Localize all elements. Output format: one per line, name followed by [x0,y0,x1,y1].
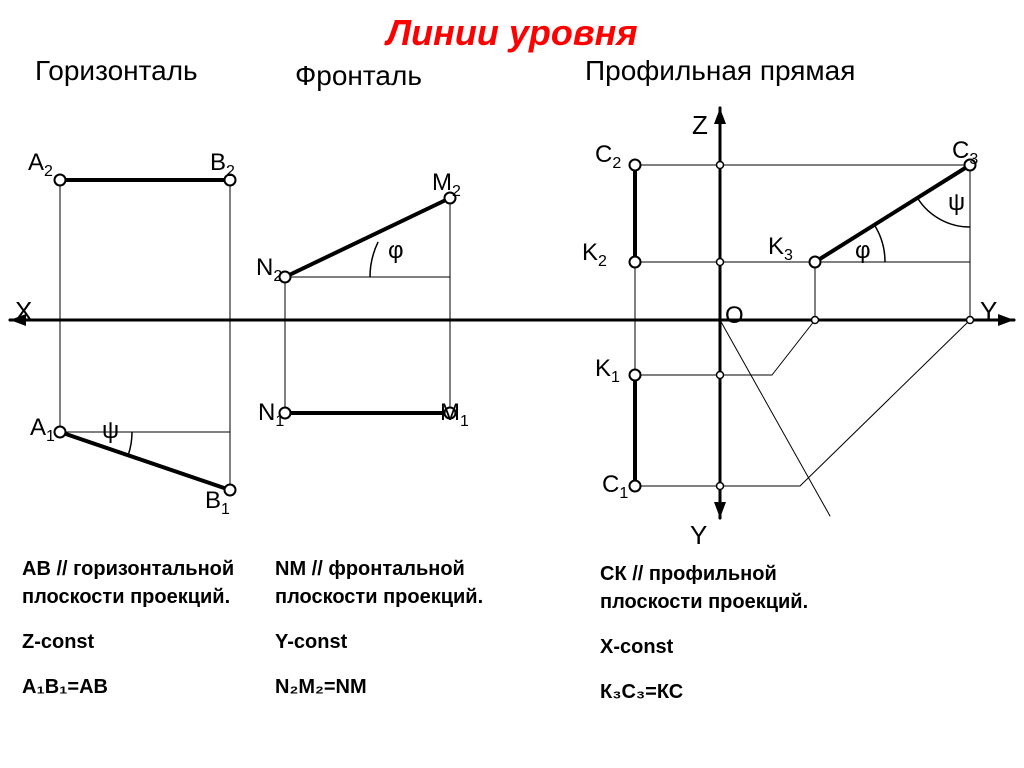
svg-text:A2: A2 [28,149,53,180]
caption-line [600,661,808,678]
caption-profile: СК // профильнойплоскости проекций. X-co… [600,560,808,706]
svg-text:φ: φ [388,237,404,264]
svg-text:C2: C2 [595,141,621,172]
svg-text:A1: A1 [30,414,55,445]
svg-text:φ: φ [855,237,871,264]
svg-text:M1: M1 [440,399,469,430]
subtitle-frontal: Фронталь [295,60,422,92]
caption-line [22,656,234,673]
caption-line: плоскости проекций. [600,588,808,616]
caption-line: плоскости проекций. [22,583,234,611]
caption-line: NM // фронтальной [275,555,483,583]
caption-line: СК // профильной [600,560,808,588]
axis-label-o: O [725,302,744,330]
svg-text:M2: M2 [432,169,461,200]
caption-horizontal: АВ // горизонтальнойплоскости проекций. … [22,555,234,701]
main-title: Линии уровня [0,12,1024,54]
svg-text:N1: N1 [258,399,284,430]
caption-line [22,611,234,628]
subtitle-horizontal: Горизонталь [35,55,198,87]
subtitle-profile: Профильная прямая [585,55,855,87]
caption-line: К₃С₃=КС [600,678,808,706]
axis-label-y: Y [980,296,997,327]
svg-text:ψ: ψ [948,189,965,216]
svg-text:B2: B2 [210,149,235,180]
caption-line: A₁B₁=AB [22,673,234,701]
svg-text:ψ: ψ [102,417,119,444]
caption-frontal: NM // фронтальнойплоскости проекций. Y-c… [275,555,483,701]
main-title-text: Линии уровня [386,12,637,53]
caption-line: плоскости проекций. [275,583,483,611]
axis-label-z: Z [692,110,708,141]
svg-text:K1: K1 [595,355,620,386]
caption-line [275,656,483,673]
caption-line [600,616,808,633]
caption-line: АВ // горизонтальной [22,555,234,583]
svg-text:K3: K3 [768,233,793,264]
axis-label-y-vert: Y [690,520,707,551]
svg-text:C3: C3 [952,137,978,168]
caption-line [275,611,483,628]
caption-line: Z-const [22,628,234,656]
caption-line: N₂M₂=NM [275,673,483,701]
caption-line: X-const [600,633,808,661]
svg-text:C1: C1 [602,471,628,502]
caption-line: Y-const [275,628,483,656]
axis-label-x: X [15,296,32,327]
svg-text:K2: K2 [582,239,607,270]
svg-text:N2: N2 [256,254,282,285]
